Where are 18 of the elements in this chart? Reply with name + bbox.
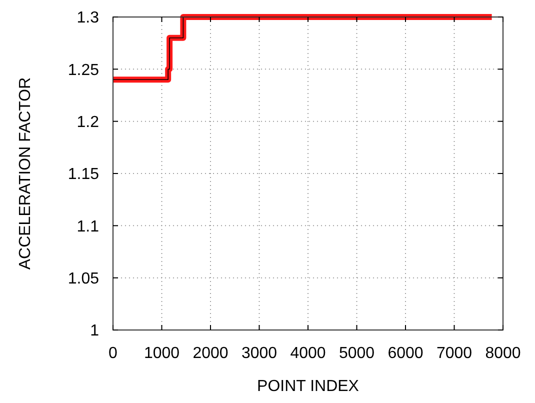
y-axis-title: ACCELERATION FACTOR — [17, 77, 34, 270]
y-tick-label: 1.2 — [76, 114, 100, 131]
x-tick-label: 7000 — [436, 345, 472, 362]
x-tick-label: 4000 — [290, 345, 326, 362]
x-tick-label: 0 — [108, 345, 118, 362]
y-tick-label: 1.25 — [68, 62, 100, 79]
x-tick-label: 6000 — [388, 345, 424, 362]
y-tick-label: 1.1 — [76, 218, 100, 236]
x-tick-label: 8000 — [485, 345, 521, 362]
y-tick-label: 1.05 — [68, 270, 100, 288]
x-axis-title: POINT INDEX — [257, 378, 360, 395]
x-tick-label: 3000 — [241, 345, 278, 362]
y-tick-label: 1.3 — [76, 10, 100, 27]
x-tick-label: 1000 — [144, 345, 180, 362]
x-tick-label: 5000 — [338, 345, 375, 362]
x-tick-label: 2000 — [192, 345, 228, 362]
y-tick-label: 1.15 — [68, 166, 100, 184]
y-tick-label: 1 — [90, 322, 100, 340]
